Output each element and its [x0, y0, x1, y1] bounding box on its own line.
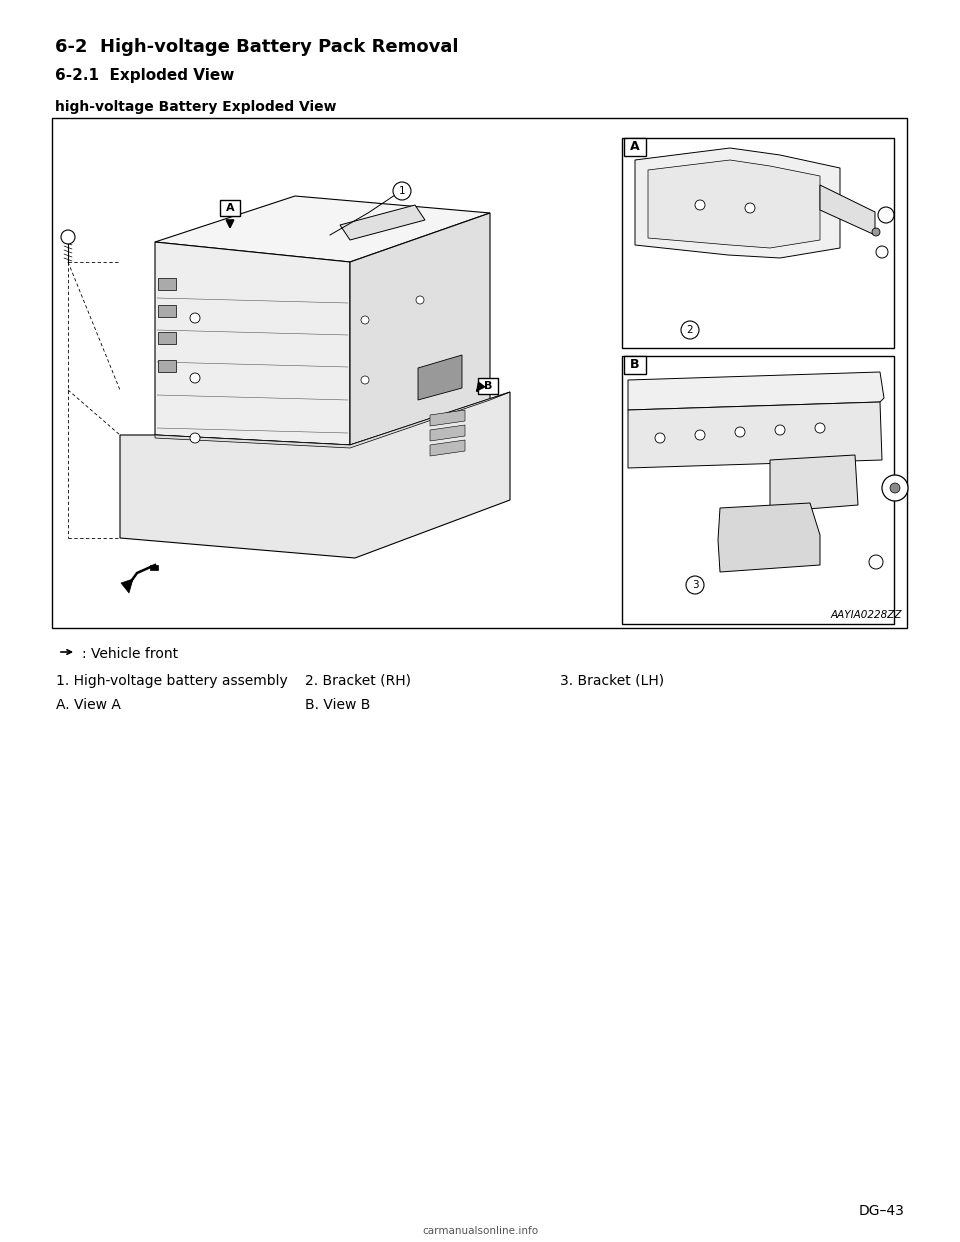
Text: A. View A: A. View A — [56, 698, 121, 712]
Circle shape — [876, 246, 888, 258]
Text: A: A — [630, 140, 639, 154]
Polygon shape — [648, 160, 820, 248]
Circle shape — [361, 376, 369, 384]
Circle shape — [695, 200, 705, 210]
Polygon shape — [628, 402, 882, 468]
Polygon shape — [158, 332, 176, 344]
Circle shape — [681, 320, 699, 339]
Circle shape — [745, 202, 755, 212]
Circle shape — [190, 433, 200, 443]
Text: DG–43: DG–43 — [859, 1203, 905, 1218]
Text: 6-2.1  Exploded View: 6-2.1 Exploded View — [55, 68, 234, 83]
Polygon shape — [770, 455, 858, 512]
Polygon shape — [158, 306, 176, 317]
Circle shape — [878, 207, 894, 224]
Circle shape — [882, 474, 908, 501]
Circle shape — [869, 555, 883, 569]
Bar — [622, 356, 894, 623]
Text: A: A — [226, 202, 234, 212]
Polygon shape — [430, 410, 465, 426]
Polygon shape — [820, 185, 875, 235]
Circle shape — [735, 427, 745, 437]
Bar — [624, 356, 646, 374]
Polygon shape — [120, 392, 510, 558]
Circle shape — [890, 483, 900, 493]
Polygon shape — [158, 360, 176, 373]
Circle shape — [416, 296, 424, 304]
Polygon shape — [635, 148, 840, 258]
Text: high-voltage Battery Exploded View: high-voltage Battery Exploded View — [55, 101, 337, 114]
Polygon shape — [718, 503, 820, 573]
Circle shape — [695, 430, 705, 440]
Text: 6-2  High-voltage Battery Pack Removal: 6-2 High-voltage Battery Pack Removal — [55, 39, 459, 56]
Polygon shape — [430, 440, 465, 456]
Text: 1: 1 — [398, 186, 405, 196]
Text: B: B — [484, 381, 492, 391]
Circle shape — [686, 576, 704, 594]
Bar — [622, 138, 894, 348]
Polygon shape — [350, 212, 490, 445]
Polygon shape — [158, 278, 176, 289]
Bar — [52, 118, 907, 628]
Circle shape — [775, 425, 785, 435]
Text: B. View B: B. View B — [305, 698, 371, 712]
Text: 2: 2 — [686, 325, 693, 335]
Text: 3. Bracket (LH): 3. Bracket (LH) — [560, 674, 664, 688]
Polygon shape — [155, 196, 490, 262]
Polygon shape — [628, 373, 884, 410]
Text: B: B — [631, 359, 639, 371]
Polygon shape — [121, 579, 133, 592]
Circle shape — [872, 229, 880, 236]
Bar — [220, 200, 240, 216]
Text: 2. Bracket (RH): 2. Bracket (RH) — [305, 674, 411, 688]
Polygon shape — [155, 242, 350, 445]
Circle shape — [361, 315, 369, 324]
Polygon shape — [430, 425, 465, 441]
Circle shape — [655, 433, 665, 443]
Bar — [624, 138, 646, 156]
Circle shape — [190, 373, 200, 383]
Polygon shape — [155, 392, 510, 448]
Circle shape — [61, 230, 75, 243]
Polygon shape — [340, 205, 425, 240]
Bar — [150, 565, 158, 570]
Text: AAYIA0228ZZ: AAYIA0228ZZ — [830, 610, 902, 620]
Circle shape — [190, 313, 200, 323]
Circle shape — [393, 183, 411, 200]
Text: 1. High-voltage battery assembly: 1. High-voltage battery assembly — [56, 674, 288, 688]
Text: 3: 3 — [692, 580, 698, 590]
Circle shape — [815, 424, 825, 433]
Text: carmanualsonline.info: carmanualsonline.info — [422, 1226, 538, 1236]
Text: : Vehicle front: : Vehicle front — [82, 647, 179, 661]
Bar — [478, 378, 498, 394]
Polygon shape — [418, 355, 462, 400]
